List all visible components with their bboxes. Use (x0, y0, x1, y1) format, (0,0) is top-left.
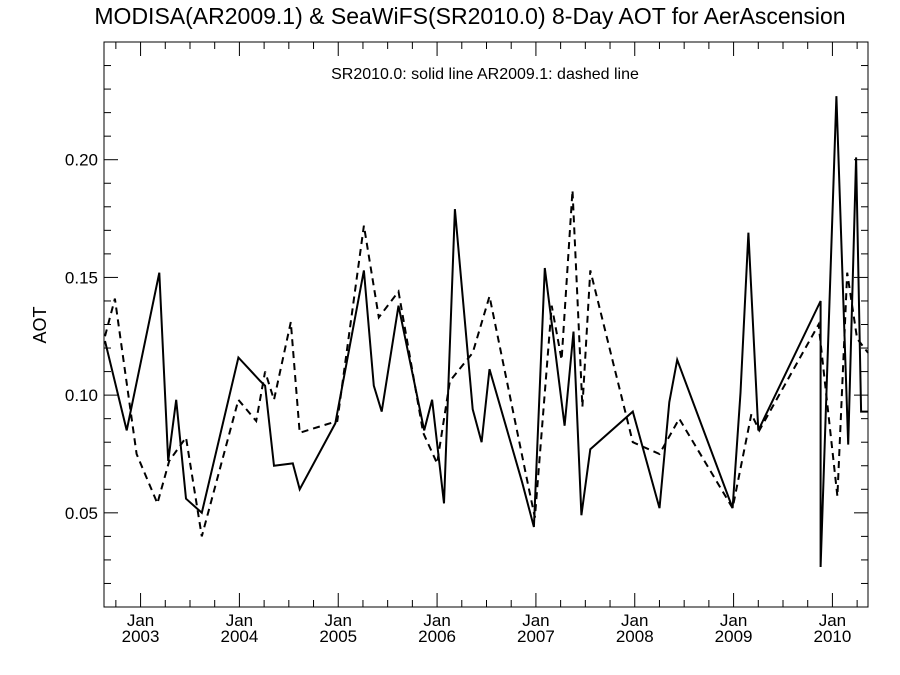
x-tick-month-label: Jan (621, 611, 648, 630)
x-tick-month-label: Jan (226, 611, 253, 630)
y-axis-label: AOT (30, 306, 50, 343)
x-tick-year-label: 2005 (319, 627, 357, 646)
x-tick-year-label: 2003 (122, 627, 160, 646)
x-tick-month-label: Jan (522, 611, 549, 630)
x-tick-month-label: Jan (127, 611, 154, 630)
series-line-sr2010-0 (104, 96, 868, 568)
y-tick-label: 0.15 (65, 268, 98, 287)
series-line-ar2009-1 (104, 190, 869, 537)
x-tick-year-label: 2007 (517, 627, 555, 646)
line-style-note: SR2010.0: solid line AR2009.1: dashed li… (331, 66, 639, 83)
x-tick-year-label: 2004 (220, 627, 258, 646)
chart-title: MODISA(AR2009.1) & SeaWiFS(SR2010.0) 8-D… (94, 3, 845, 29)
x-tick-month-label: Jan (819, 611, 846, 630)
y-tick-label: 0.05 (65, 504, 98, 523)
x-tick-year-label: 2006 (418, 627, 456, 646)
series-layer (104, 96, 869, 568)
x-tick-year-label: 2008 (616, 627, 654, 646)
x-tick-month-label: Jan (325, 611, 352, 630)
x-tick-year-label: 2010 (814, 627, 852, 646)
x-tick-month-label: Jan (423, 611, 450, 630)
y-tick-label: 0.10 (65, 386, 98, 405)
x-tick-month-label: Jan (720, 611, 747, 630)
axis-ticks: 0.050.100.150.20Jan2003Jan2004Jan2005Jan… (65, 42, 868, 646)
x-tick-year-label: 2009 (715, 627, 753, 646)
y-tick-label: 0.20 (65, 151, 98, 170)
